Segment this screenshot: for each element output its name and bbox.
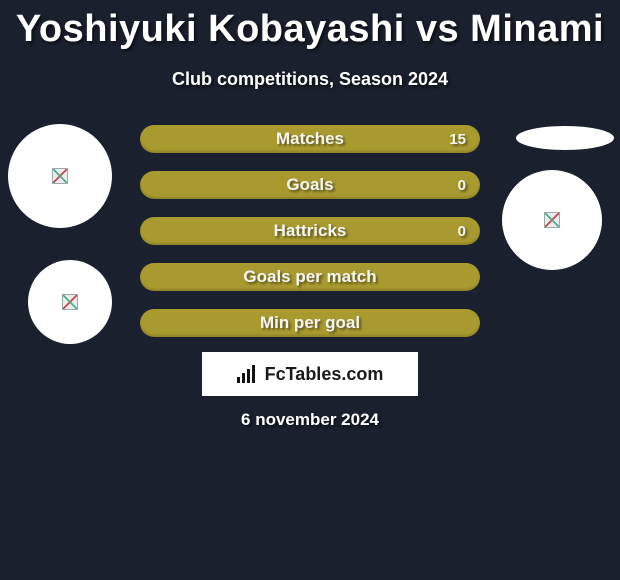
page-subtitle: Club competitions, Season 2024 (0, 69, 620, 90)
player1-club-avatar (28, 260, 112, 344)
player2-ellipse (516, 126, 614, 150)
stat-label: Min per goal (260, 313, 360, 333)
broken-image-icon (52, 168, 68, 184)
stat-row-matches: Matches 15 (140, 125, 480, 153)
stat-row-goals-per-match: Goals per match (140, 263, 480, 291)
stat-label: Goals per match (243, 267, 376, 287)
date-text: 6 november 2024 (0, 410, 620, 430)
stat-label: Matches (276, 129, 344, 149)
brand-text: FcTables.com (265, 364, 384, 385)
stat-value-right: 0 (458, 177, 466, 194)
stat-value-right: 15 (449, 131, 466, 148)
broken-image-icon (62, 294, 78, 310)
stat-row-hattricks: Hattricks 0 (140, 217, 480, 245)
stats-container: Matches 15 Goals 0 Hattricks 0 Goals per… (140, 125, 480, 355)
stat-row-min-per-goal: Min per goal (140, 309, 480, 337)
player1-avatar (8, 124, 112, 228)
page-title: Yoshiyuki Kobayashi vs Minami (0, 0, 620, 51)
stat-row-goals: Goals 0 (140, 171, 480, 199)
stat-value-right: 0 (458, 223, 466, 240)
stat-label: Goals (286, 175, 333, 195)
player2-avatar (502, 170, 602, 270)
brand-badge[interactable]: FcTables.com (202, 352, 418, 396)
broken-image-icon (544, 212, 560, 228)
stat-label: Hattricks (274, 221, 347, 241)
brand-bars-icon (237, 365, 259, 383)
